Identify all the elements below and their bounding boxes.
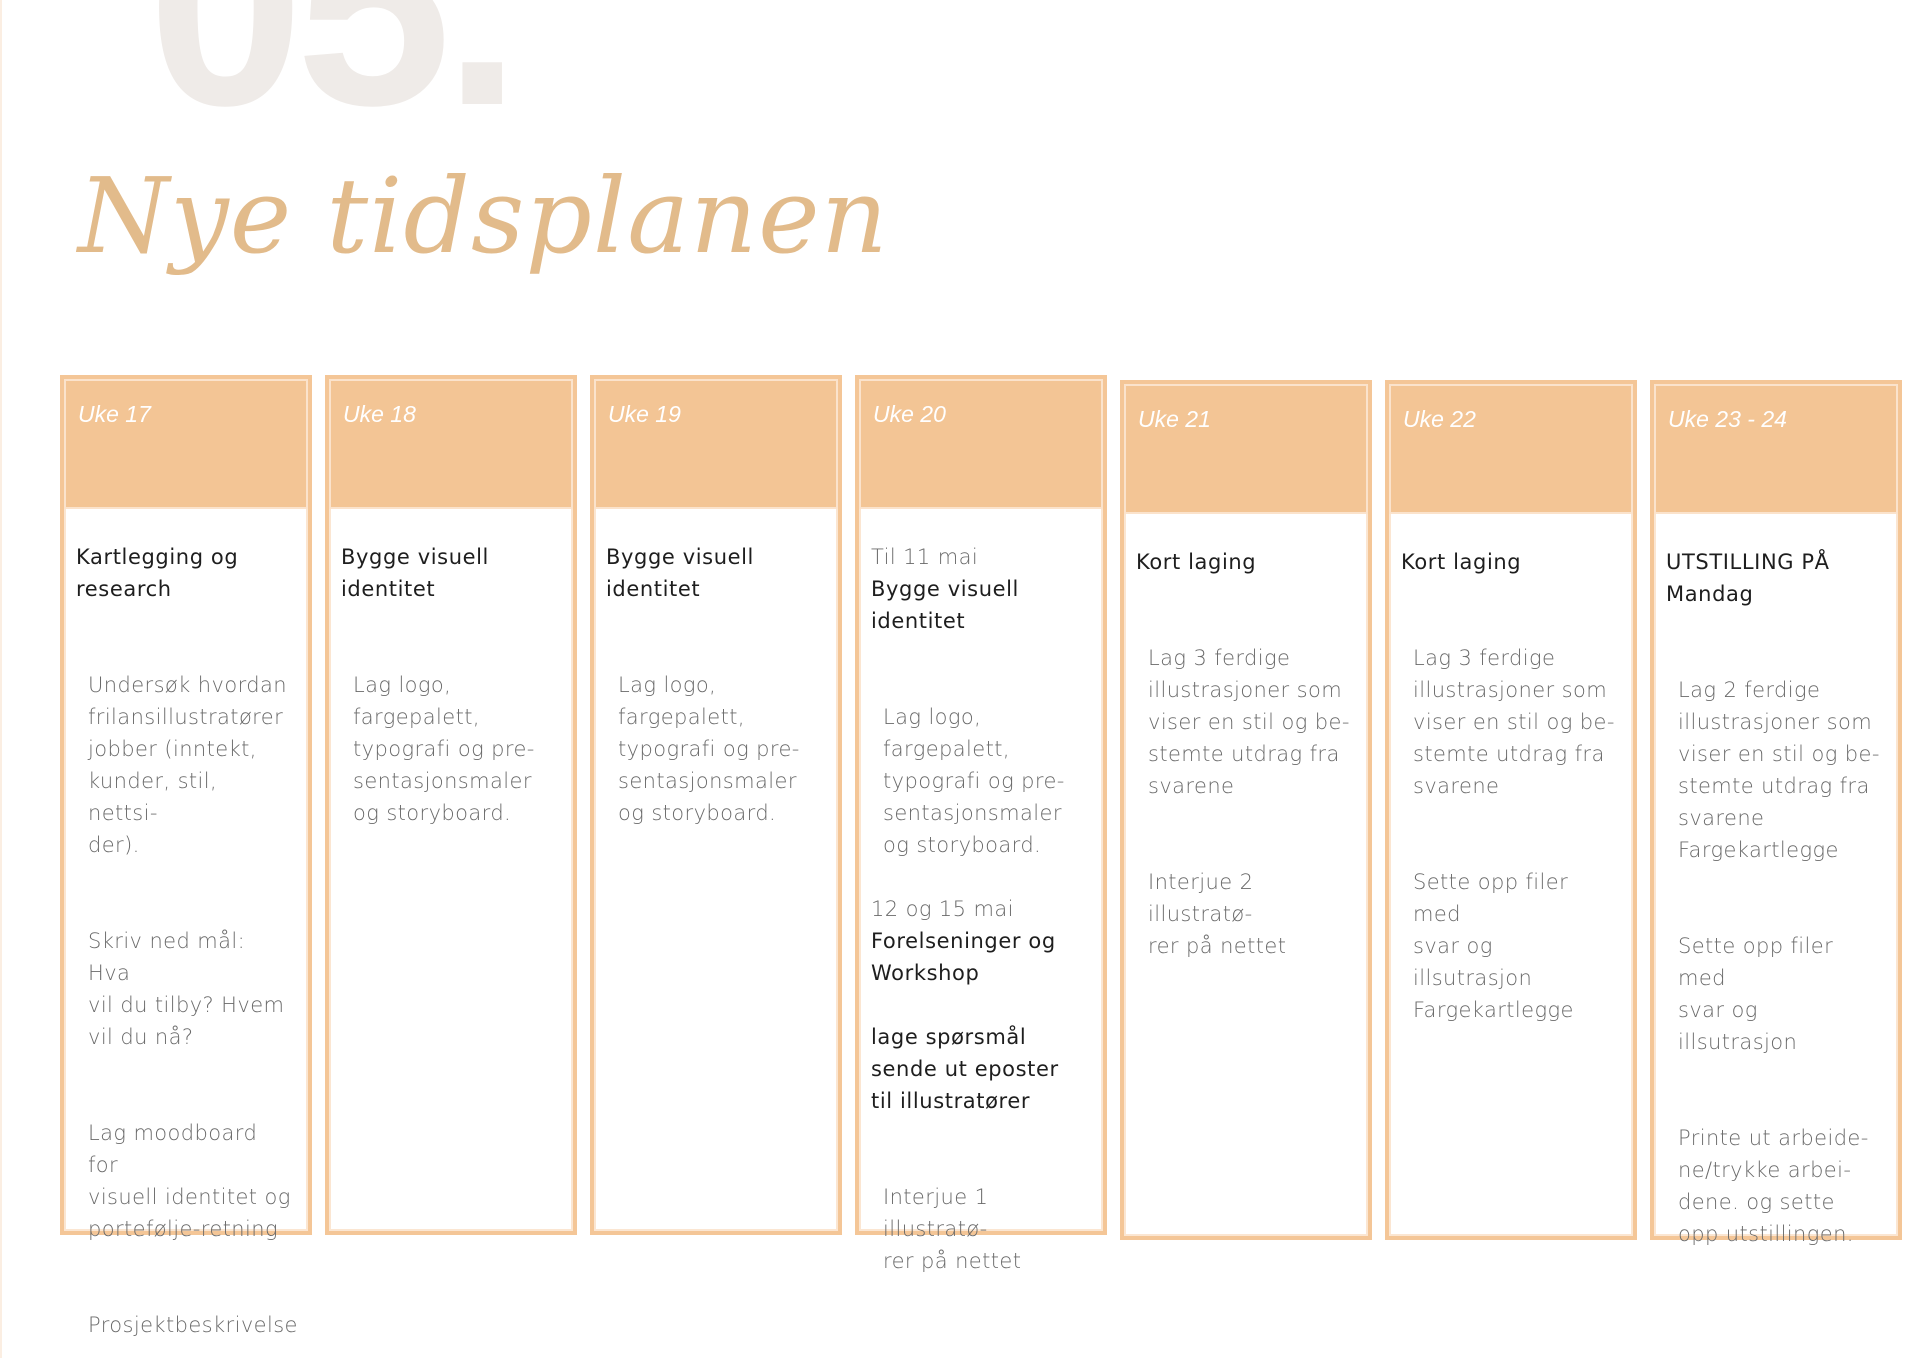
week-label: Uke 23 - 24: [1668, 406, 1787, 432]
week-header: Uke 20: [859, 379, 1103, 509]
week-header: Uke 19: [594, 379, 838, 509]
week-tasks: Bygge visuell identitet Lag logo, fargepa…: [329, 509, 573, 829]
task-body: Interjue 2 illustratø- rer på nettet: [1148, 870, 1287, 958]
task-body: Lag 2 ferdige illustrasjoner som viser e…: [1678, 678, 1880, 862]
week-card: Uke 17 Kartlegging og research Undersøk hv…: [60, 375, 312, 1337]
week-tasks: Kort laging Lag 3 ferdige illustrasjoner …: [1389, 514, 1633, 1026]
week-tasks: Til 11 mai Bygge visuell identitet Lag log…: [859, 509, 1103, 1277]
week-label: Uke 22: [1403, 406, 1476, 432]
task-body: Prosjektbeskrivelse: [88, 1313, 298, 1337]
timeline-cards: Uke 17 Kartlegging og research Undersøk hv…: [60, 375, 1902, 1337]
week-tasks: Bygge visuell identitet Lag logo, fargepa…: [594, 509, 838, 829]
task-body: Interjue 1 illustratø- rer på nettet: [883, 1185, 1022, 1273]
task-heading: Bygge visuell identitet: [606, 545, 754, 601]
week-header: Uke 18: [329, 379, 573, 509]
week-card: Uke 21 Kort laging Lag 3 ferdige illustras…: [1120, 380, 1372, 1240]
task-body: Lag logo, fargepalett, typografi og pre-…: [353, 673, 535, 825]
task-body: Printe ut arbeide- ne/trykke arbei- dene…: [1678, 1126, 1869, 1246]
task-body: Skriv ned mål: Hva vil du tilby? Hvem vi…: [88, 929, 285, 1049]
task-body: Lag 3 ferdige illustrasjoner som viser e…: [1148, 646, 1350, 798]
week-label: Uke 21: [1138, 406, 1211, 432]
week-card: Uke 20 Til 11 mai Bygge visuell identitet…: [855, 375, 1107, 1273]
task-body: Lag logo, fargepalett, typografi og pre-…: [618, 673, 800, 825]
task-heading: Bygge visuell identitet: [871, 577, 1019, 633]
task-heading: UTSTILLING PÅ Mandag: [1666, 550, 1830, 606]
week-label: Uke 17: [78, 401, 151, 427]
task-heading: Forelseninger og Workshop: [871, 929, 1056, 985]
section-number: 05.: [148, 0, 521, 164]
task-heading: Kort laging: [1136, 550, 1257, 574]
task-body: Lag logo, fargepalett, typografi og pre-…: [883, 705, 1065, 857]
week-card: Uke 19 Bygge visuell identitet Lag logo, f…: [590, 375, 842, 1235]
week-label: Uke 19: [608, 401, 681, 427]
week-label: Uke 20: [873, 401, 946, 427]
task-heading: Bygge visuell identitet: [341, 545, 489, 601]
week-card: Uke 22 Kort laging Lag 3 ferdige illustras…: [1385, 380, 1637, 1240]
task-body: Lag moodboard for visuell identitet og p…: [88, 1121, 291, 1241]
task-body: Sette opp filer med svar og illsutrasjon…: [1413, 870, 1574, 1022]
week-tasks: UTSTILLING PÅ Mandag Lag 2 ferdige illust…: [1654, 514, 1898, 1250]
task-heading: Kartlegging og research: [76, 545, 239, 601]
task-body: Sette opp filer med svar og illsutrasjon: [1678, 934, 1834, 1054]
page-title: Nye tidsplanen: [78, 155, 889, 277]
week-header: Uke 23 - 24: [1654, 384, 1898, 514]
task-body: Lag 3 ferdige illustrasjoner som viser e…: [1413, 646, 1615, 798]
task-date: 12 og 15 mai: [871, 897, 1014, 921]
week-label: Uke 18: [343, 401, 416, 427]
week-tasks: Kartlegging og research Undersøk hvordan …: [64, 509, 308, 1341]
task-body: Undersøk hvordan frilansillustratører jo…: [88, 673, 287, 857]
week-tasks: Kort laging Lag 3 ferdige illustrasjoner …: [1124, 514, 1368, 962]
week-header: Uke 21: [1124, 384, 1368, 514]
week-card: Uke 18 Bygge visuell identitet Lag logo, f…: [325, 375, 577, 1235]
week-card: Uke 23 - 24 UTSTILLING PÅ Mandag Lag 2 fer…: [1650, 380, 1902, 1246]
task-heading: Kort laging: [1401, 550, 1522, 574]
task-date: Til 11 mai: [871, 545, 979, 569]
week-header: Uke 17: [64, 379, 308, 509]
task-heading: lage spørsmål sende ut eposter til illus…: [871, 1025, 1059, 1113]
week-header: Uke 22: [1389, 384, 1633, 514]
page-edge-line: [0, 0, 2, 1358]
